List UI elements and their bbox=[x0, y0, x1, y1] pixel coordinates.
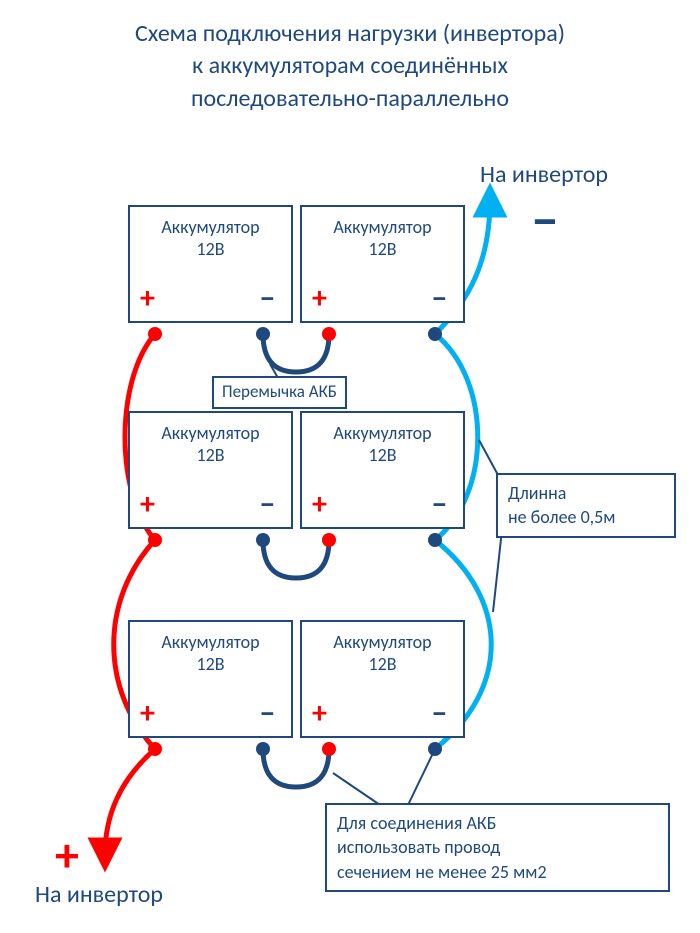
battery-label: Аккумулятор 12В bbox=[302, 423, 463, 466]
jumper-wire-row1 bbox=[263, 334, 329, 372]
jumper-wire-row2 bbox=[263, 540, 329, 578]
battery-3r: Аккумулятор 12В + − bbox=[300, 620, 465, 738]
minus-symbol: − bbox=[260, 280, 275, 317]
jumper-wire-row3 bbox=[263, 749, 329, 787]
plus-symbol: + bbox=[140, 695, 155, 732]
minus-symbol: − bbox=[432, 695, 447, 732]
minus-symbol: − bbox=[432, 280, 447, 317]
title-line2: к аккумуляторам соединённых bbox=[192, 51, 508, 80]
battery-label: Аккумулятор 12В bbox=[302, 217, 463, 260]
terminal-plus-1l bbox=[148, 327, 162, 341]
minus-symbol: − bbox=[260, 695, 275, 732]
big-plus-symbol: + bbox=[55, 825, 79, 884]
battery-label: Аккумулятор 12В bbox=[130, 423, 291, 466]
terminal-minus-1l bbox=[256, 327, 270, 341]
plus-symbol: + bbox=[312, 280, 327, 317]
terminal-plus-3r bbox=[322, 742, 336, 756]
plus-symbol: + bbox=[140, 486, 155, 523]
terminal-plus-2l bbox=[148, 533, 162, 547]
battery-1r: Аккумулятор 12В + − bbox=[300, 205, 465, 323]
title-line1: Схема подключения нагрузки (инвертора) bbox=[135, 19, 565, 48]
minus-symbol: − bbox=[260, 486, 275, 523]
minus-symbol: − bbox=[432, 486, 447, 523]
battery-2r: Аккумулятор 12В + − bbox=[300, 411, 465, 529]
terminal-minus-1r bbox=[428, 327, 442, 341]
callout-pointer-length-1 bbox=[479, 440, 498, 475]
wire-callout: Для соединения АКБ использовать провод с… bbox=[325, 803, 670, 892]
title-line3: последовательно-параллельно bbox=[191, 84, 509, 113]
callout-pointer-wire-2 bbox=[333, 773, 380, 805]
jumper-callout: Перемычка АКБ bbox=[212, 376, 347, 409]
plus-symbol: + bbox=[312, 695, 327, 732]
battery-label: Аккумулятор 12В bbox=[302, 632, 463, 675]
bottom-inverter-label: На инвертор bbox=[35, 880, 163, 909]
terminal-plus-3l bbox=[148, 742, 162, 756]
callout-pointer-wire-1 bbox=[408, 749, 435, 805]
battery-2l: Аккумулятор 12В + − bbox=[128, 411, 293, 529]
terminal-minus-3l bbox=[256, 742, 270, 756]
battery-label: Аккумулятор 12В bbox=[130, 217, 291, 260]
battery-1l: Аккумулятор 12В + − bbox=[128, 205, 293, 323]
plus-symbol: + bbox=[140, 280, 155, 317]
terminal-minus-3r bbox=[428, 742, 442, 756]
terminal-plus-2r bbox=[322, 533, 336, 547]
terminal-minus-2l bbox=[256, 533, 270, 547]
big-minus-symbol: − bbox=[532, 188, 558, 252]
terminal-plus-1r bbox=[322, 327, 336, 341]
red-bus-out bbox=[105, 749, 155, 855]
battery-label: Аккумулятор 12В bbox=[130, 632, 291, 675]
top-inverter-label: На инвертор bbox=[480, 160, 608, 189]
length-callout: Длинна не более 0,5м bbox=[496, 473, 676, 538]
plus-symbol: + bbox=[312, 486, 327, 523]
battery-3l: Аккумулятор 12В + − bbox=[128, 620, 293, 738]
terminal-minus-2r bbox=[428, 533, 442, 547]
diagram-title: Схема подключения нагрузки (инвертора) к… bbox=[0, 18, 700, 115]
